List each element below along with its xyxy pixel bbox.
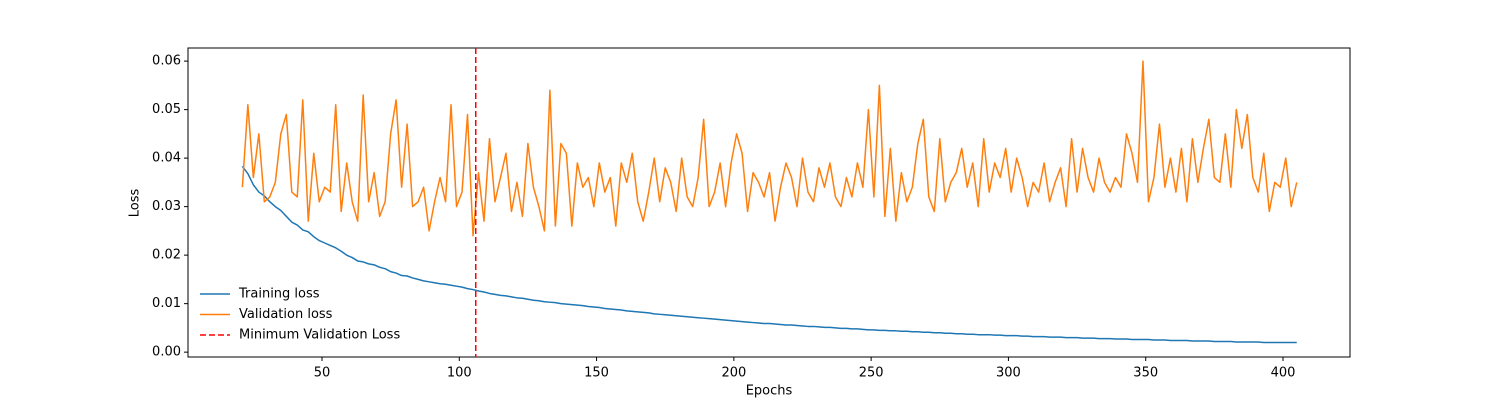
x-axis-label: Epochs [746,384,793,399]
x-tick-label: 400 [1271,366,1296,381]
legend-label: Minimum Validation Loss [239,328,400,343]
x-tick-label: 350 [1133,366,1158,381]
y-tick-label: 0.00 [152,345,181,360]
y-tick-label: 0.06 [152,54,181,69]
series-line [241,60,1298,237]
series-line [241,165,1297,344]
x-tick-label: 200 [721,366,746,381]
y-axis-label: Loss [128,189,143,218]
x-tick-label: 300 [996,366,1021,381]
y-tick-label: 0.02 [152,248,181,263]
legend-label: Validation loss [239,307,333,322]
x-tick-label: 50 [314,366,331,381]
x-tick-label: 150 [584,366,609,381]
plot-frame [187,47,1351,358]
y-tick-label: 0.04 [152,151,181,166]
x-tick-label: 100 [447,366,472,381]
legend-label: Training loss [238,287,320,302]
y-tick-label: 0.01 [152,296,181,311]
y-tick-label: 0.05 [152,102,181,117]
y-tick-label: 0.03 [152,199,181,214]
x-tick-label: 250 [859,366,884,381]
